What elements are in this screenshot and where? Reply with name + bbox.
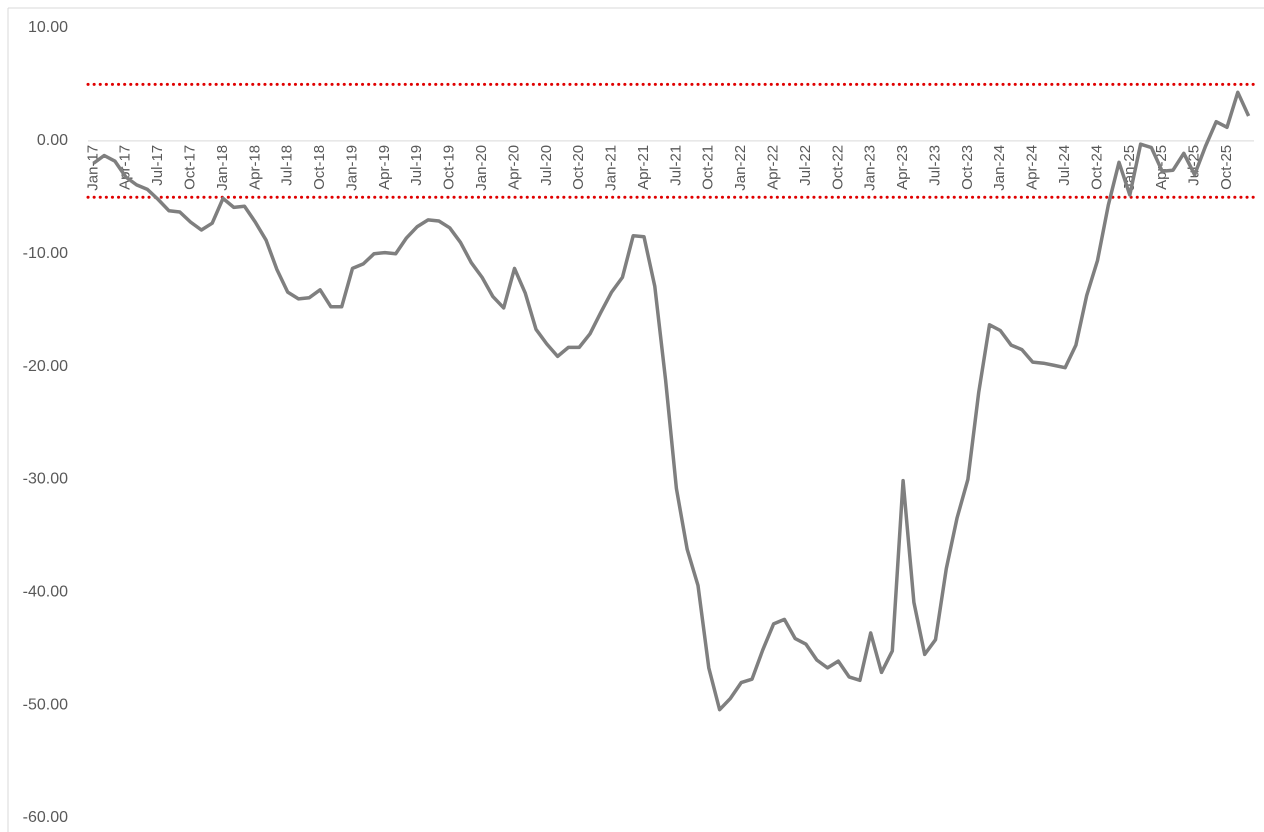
x-tick-label: Jan-20 bbox=[473, 145, 490, 191]
x-tick-label: Jan-22 bbox=[732, 145, 749, 191]
x-tick-label: Oct-18 bbox=[311, 145, 328, 190]
x-tick-label: Jan-18 bbox=[214, 145, 231, 191]
x-tick-label: Oct-17 bbox=[182, 145, 199, 190]
x-tick-label: Jan-23 bbox=[862, 145, 879, 191]
x-tick-label: Oct-25 bbox=[1218, 145, 1235, 190]
x-tick-label: Jul-17 bbox=[149, 145, 166, 186]
x-tick-label: Apr-22 bbox=[765, 145, 782, 190]
x-tick-label: Jan-17 bbox=[84, 145, 101, 191]
x-tick-label: Jul-21 bbox=[667, 145, 684, 186]
x-tick-label: Oct-24 bbox=[1088, 145, 1105, 190]
y-tick-label: 0.00 bbox=[37, 132, 68, 149]
x-tick-label: Oct-20 bbox=[570, 145, 587, 190]
x-tick-label: Jan-19 bbox=[343, 145, 360, 191]
x-tick-label: Apr-18 bbox=[246, 145, 263, 190]
y-tick-label: -10.00 bbox=[23, 245, 68, 262]
y-tick-label: 10.00 bbox=[28, 19, 68, 36]
x-tick-label: Oct-21 bbox=[700, 145, 717, 190]
x-tick-label: Apr-23 bbox=[894, 145, 911, 190]
x-tick-label: Jan-21 bbox=[603, 145, 620, 191]
y-tick-label: -30.00 bbox=[23, 471, 68, 488]
x-tick-label: Jul-20 bbox=[538, 145, 555, 186]
y-tick-label: -40.00 bbox=[23, 584, 68, 601]
x-tick-label: Jul-24 bbox=[1056, 145, 1073, 186]
x-tick-label: Oct-23 bbox=[959, 145, 976, 190]
x-tick-label: Jul-22 bbox=[797, 145, 814, 186]
x-tick-label: Apr-24 bbox=[1024, 145, 1041, 190]
x-tick-label: Jul-25 bbox=[1186, 145, 1203, 186]
x-tick-label: Jul-19 bbox=[408, 145, 425, 186]
x-tick-label: Oct-22 bbox=[829, 145, 846, 190]
x-tick-label: Apr-19 bbox=[376, 145, 393, 190]
x-tick-label: Jul-23 bbox=[926, 145, 943, 186]
y-tick-label: -50.00 bbox=[23, 696, 68, 713]
x-tick-label: Apr-21 bbox=[635, 145, 652, 190]
y-tick-label: -60.00 bbox=[23, 809, 68, 826]
x-tick-label: Jan-24 bbox=[991, 145, 1008, 191]
line-series bbox=[92, 90, 1251, 712]
x-tick-label: Jul-18 bbox=[279, 145, 296, 186]
y-tick-label: -20.00 bbox=[23, 358, 68, 375]
x-tick-label: Apr-20 bbox=[505, 145, 522, 190]
x-tick-label: Oct-19 bbox=[441, 145, 458, 190]
